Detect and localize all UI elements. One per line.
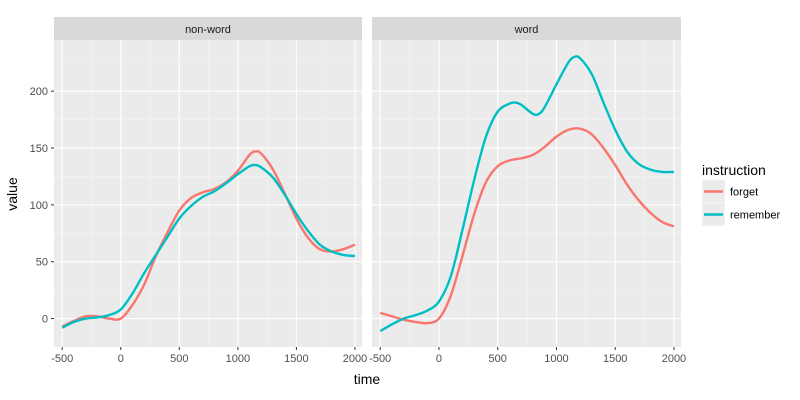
y-tick-label: 200 — [30, 86, 48, 98]
series-line-forget — [61, 150, 356, 328]
series-line-forget — [379, 127, 675, 325]
facet-strip-label: word — [514, 24, 539, 36]
facet-panel-2: word -500 0 500 1000 1500 2000 — [369, 17, 686, 365]
y-tick-label: 0 — [42, 314, 48, 326]
x-tick-label: 1000 — [226, 353, 250, 365]
x-tick-label: 500 — [170, 353, 188, 365]
x-tick-label: 1500 — [603, 353, 627, 365]
legend-label-remember: remember — [730, 210, 780, 222]
x-tick-label: 1000 — [544, 353, 568, 365]
y-axis-title: value — [4, 177, 20, 211]
y-tick-label: 100 — [30, 200, 48, 212]
x-tick-label: 2000 — [343, 353, 367, 365]
legend: instruction forget remember — [701, 162, 780, 227]
facet-strip — [372, 17, 681, 40]
x-tick-label: 1500 — [284, 353, 308, 365]
x-tick-label: 0 — [436, 353, 442, 365]
x-tick-label: 500 — [489, 353, 507, 365]
x-tick-label: 0 — [118, 353, 124, 365]
facet-panel-1: non-word -500 0 500 1000 1500 2000 0 50 100 150 200 — [30, 17, 367, 365]
x-tick-label: -500 — [51, 353, 73, 365]
legend-label-forget: forget — [730, 187, 758, 199]
facet-strip-label: non-word — [185, 24, 231, 36]
x-tick-label: 2000 — [662, 353, 686, 365]
y-tick-label: 50 — [36, 257, 48, 269]
x-axis-title: time — [354, 371, 381, 387]
facet-panels: non-word-500 0 500 1000 1500 2000050100150200… — [30, 17, 686, 365]
series-line-remember — [379, 55, 674, 333]
y-tick-label: 150 — [30, 143, 48, 155]
x-tick-label: -500 — [369, 353, 391, 365]
facet-strip — [54, 17, 362, 40]
legend-title: instruction — [702, 162, 766, 178]
series-line-remember — [61, 163, 356, 329]
